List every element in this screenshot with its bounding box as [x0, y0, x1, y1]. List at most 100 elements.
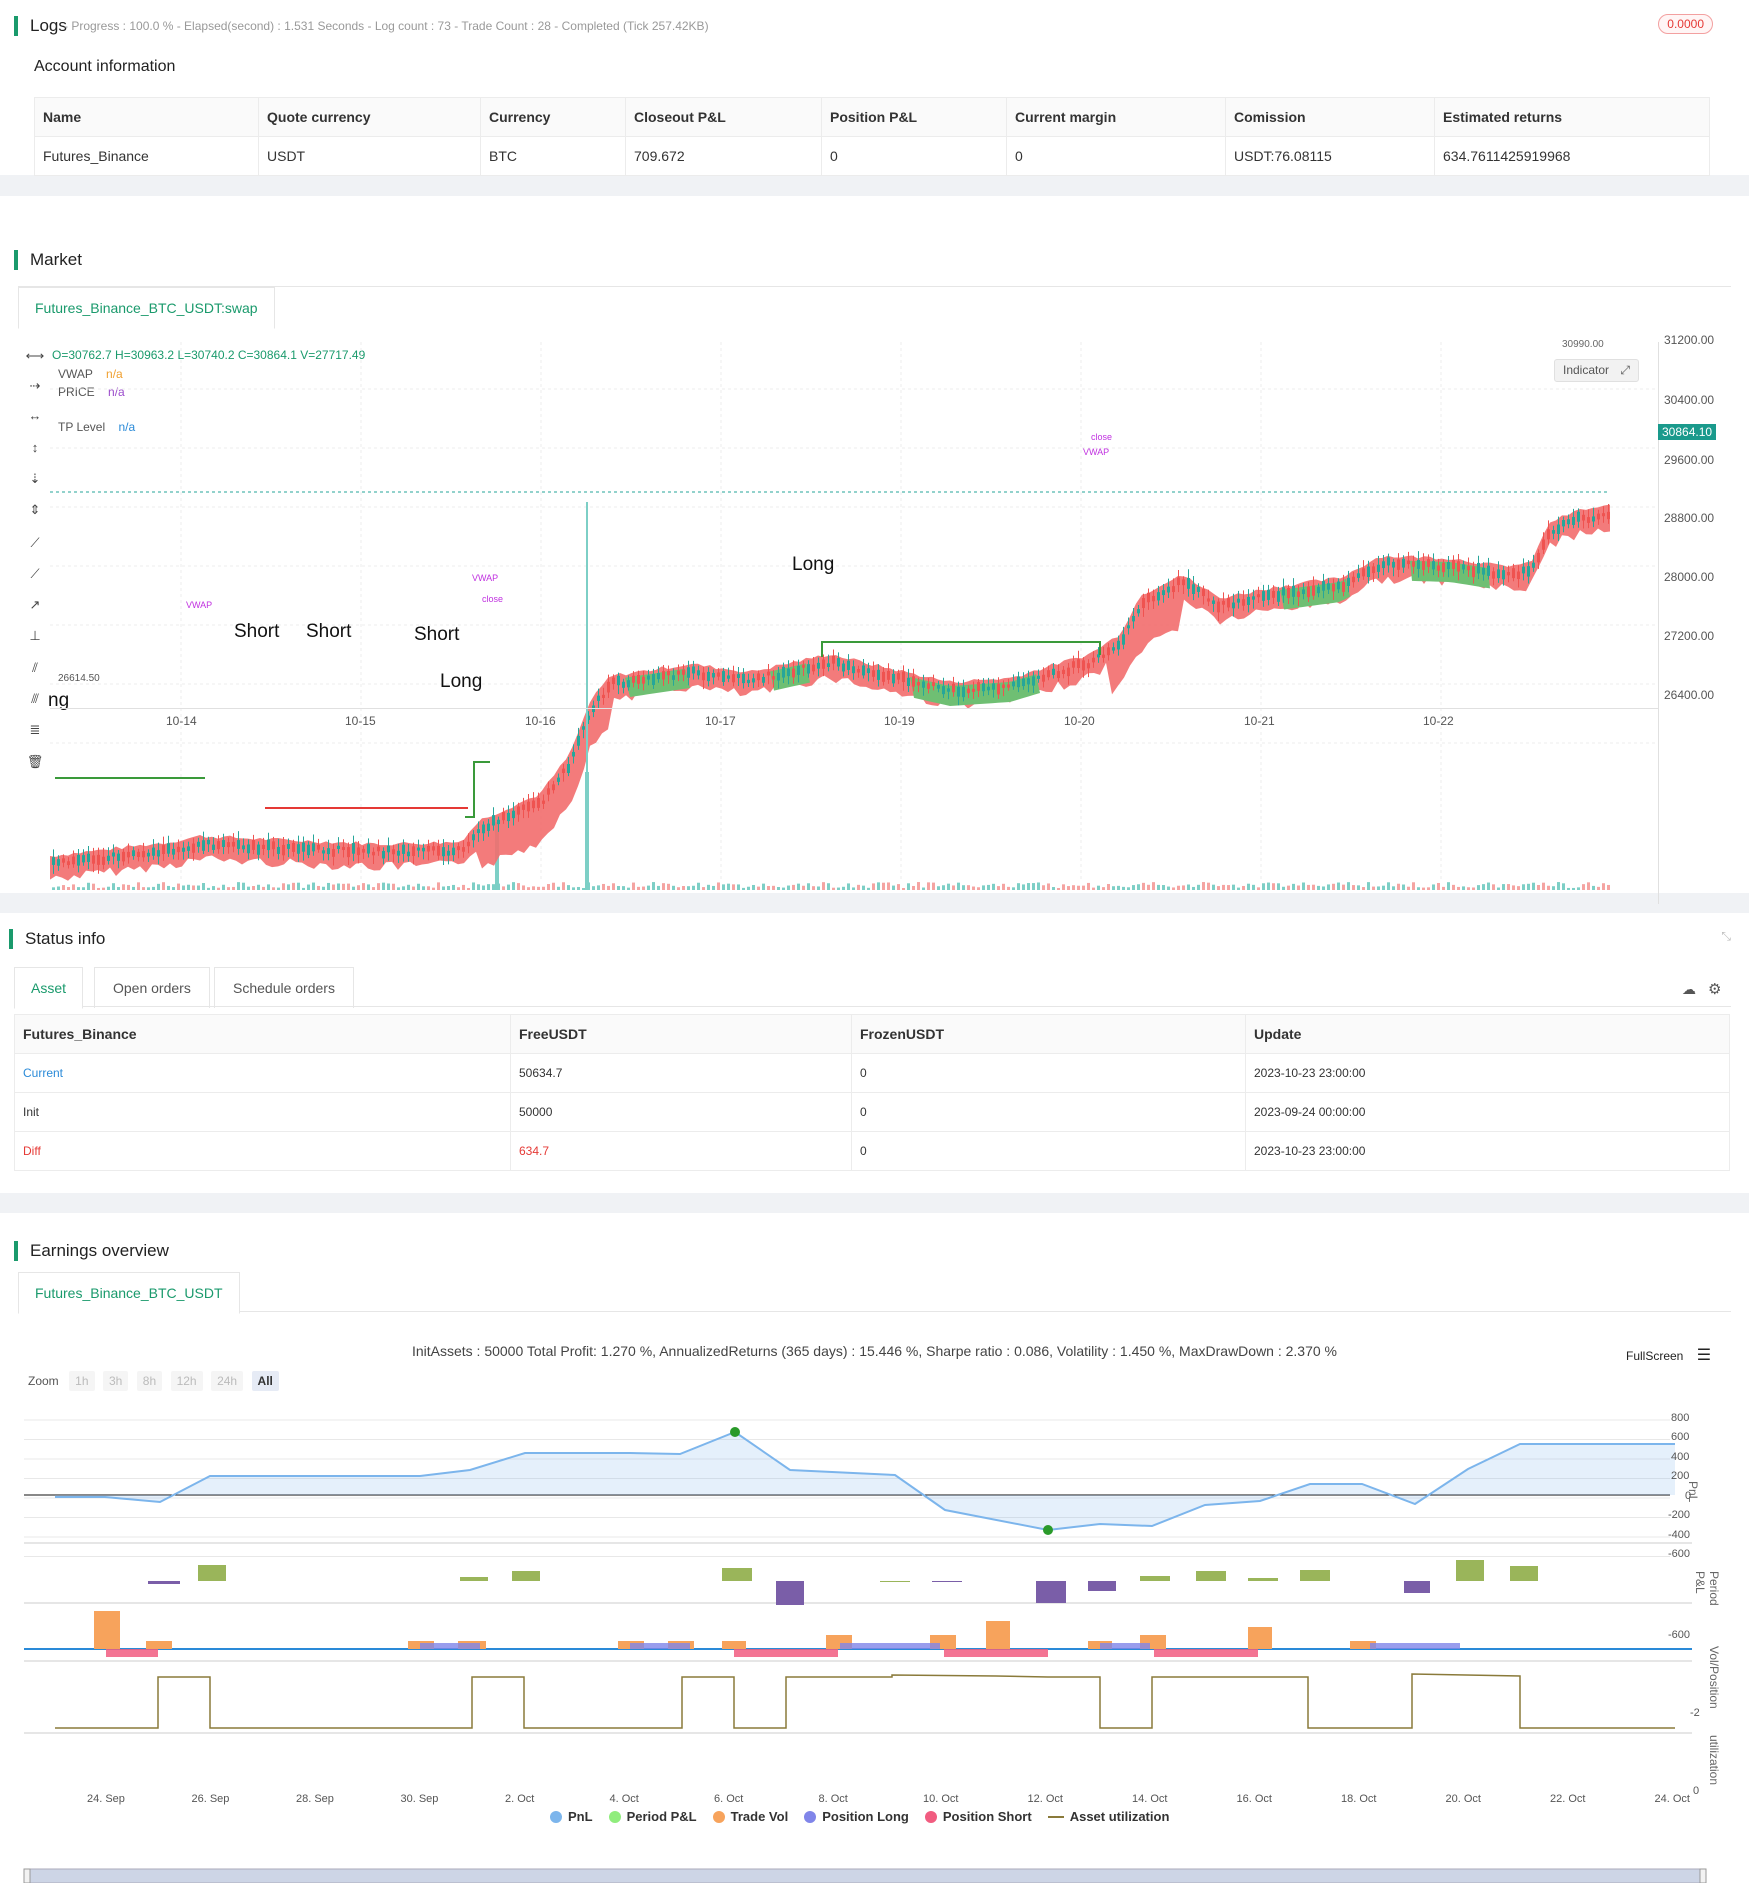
- candle-body: [1232, 602, 1235, 609]
- candle-body: [352, 843, 355, 854]
- volume-bar: [927, 882, 930, 890]
- fibonacci-icon[interactable]: ≣: [29, 722, 41, 737]
- candle-body: [197, 841, 200, 847]
- signal-short-1: Short: [234, 621, 280, 642]
- candle-body: [782, 666, 785, 678]
- zoom-8h[interactable]: 8h: [136, 1371, 163, 1391]
- candle-body: [522, 804, 525, 810]
- candle-body: [207, 839, 210, 845]
- volume-bar: [602, 883, 605, 890]
- volume-bar: [167, 885, 170, 890]
- ray-line-icon[interactable]: ⟋: [30, 566, 40, 581]
- volume-bar: [532, 886, 535, 890]
- candle-body: [867, 668, 870, 674]
- volume-bar: [722, 884, 725, 890]
- legend-pnl[interactable]: PnL: [550, 1809, 593, 1824]
- volume-bar: [607, 885, 610, 890]
- fullscreen-button[interactable]: FullScreen ☰: [1626, 1345, 1711, 1365]
- parallel-channel-icon[interactable]: ⫽: [32, 660, 38, 675]
- y-tick-31200: 31200.00: [1664, 333, 1715, 347]
- arrow-line-icon[interactable]: ↗: [29, 597, 41, 612]
- volume-bar: [302, 887, 305, 890]
- tab-schedule-orders[interactable]: Schedule orders: [214, 967, 354, 1008]
- period-pnl-bar: [1036, 1581, 1066, 1603]
- collapse-icon[interactable]: ⤡: [1721, 929, 1731, 943]
- vertical-ray-icon[interactable]: ⇣: [29, 471, 41, 486]
- earnings-panel: Earnings overview Futures_Binance_BTC_US…: [0, 1213, 1749, 1899]
- ohlc-readout: O=30762.7 H=30963.2 L=30740.2 C=30864.1 …: [52, 348, 366, 362]
- cell-quote-currency: USDT: [258, 136, 481, 176]
- volume-bar: [67, 887, 70, 890]
- settings-gear-icon[interactable]: ⚙: [1708, 981, 1722, 998]
- volume-bar: [1487, 882, 1490, 890]
- legend-position-short[interactable]: Position Short: [924, 1809, 1032, 1824]
- earnings-chart[interactable]: [0, 1403, 1749, 1883]
- candle-body: [1472, 566, 1475, 578]
- signal-long-2: Long: [440, 671, 483, 692]
- legend-trade-vol[interactable]: Trade Vol: [712, 1809, 788, 1824]
- legend-period-pnl[interactable]: Period P&L: [608, 1809, 697, 1824]
- volume-bar: [757, 886, 760, 890]
- trend-line-icon[interactable]: ⟋: [30, 535, 40, 550]
- market-symbol-tab[interactable]: Futures_Binance_BTC_USDT:swap: [18, 287, 275, 329]
- candlestick-chart[interactable]: [50, 342, 1660, 890]
- volume-bar: [457, 887, 460, 890]
- volume-bar: [1292, 883, 1295, 890]
- pitchfork-icon[interactable]: ⫻: [31, 691, 39, 706]
- candle-body: [1217, 601, 1220, 613]
- earnings-symbol-tab[interactable]: Futures_Binance_BTC_USDT: [18, 1272, 240, 1314]
- candle-body: [182, 847, 185, 852]
- volume-bar: [137, 882, 140, 890]
- trash-icon[interactable]: 🗑: [26, 754, 44, 769]
- price-range-icon[interactable]: ⊥: [29, 628, 41, 643]
- tab-asset[interactable]: Asset: [14, 967, 84, 1009]
- horizontal-ray-icon[interactable]: ⇢: [29, 378, 41, 393]
- candle-body: [1507, 571, 1510, 576]
- period-pnl-bar: [460, 1577, 488, 1581]
- legend-asset-utilization[interactable]: Asset utilization: [1047, 1809, 1169, 1824]
- volume-bar: [1347, 882, 1350, 890]
- volume-bar: [462, 884, 465, 890]
- extended-line-icon[interactable]: ↔: [28, 408, 42, 423]
- vertical-line-icon[interactable]: ↕: [31, 440, 39, 455]
- volume-bar: [1412, 882, 1415, 890]
- candle-body: [1227, 598, 1230, 608]
- candle-body: [1332, 583, 1335, 592]
- period-pnl-bar: [1196, 1571, 1226, 1581]
- volume-bar: [1232, 884, 1235, 890]
- candle-body: [687, 667, 690, 678]
- download-icon[interactable]: ☁: [1682, 981, 1696, 997]
- navigator-scrollbar[interactable]: [23, 1868, 1707, 1883]
- asset-utilization-line: [55, 1673, 1675, 1729]
- candle-body: [967, 688, 970, 694]
- volume-bar: [352, 886, 355, 890]
- zoom-12h[interactable]: 12h: [170, 1371, 203, 1391]
- volume-bar: [1097, 885, 1100, 890]
- indicator-button[interactable]: Indicator ⤢: [1554, 359, 1639, 382]
- candle-body: [562, 768, 565, 774]
- candle-body: [777, 672, 780, 681]
- period-pnl-bar: [1456, 1560, 1484, 1581]
- horizontal-line-icon[interactable]: ⟷: [25, 348, 45, 363]
- volume-bar: [792, 884, 795, 890]
- candle-body: [1062, 669, 1065, 675]
- candle-body: [1497, 569, 1500, 579]
- zoom-1h[interactable]: 1h: [69, 1371, 95, 1391]
- volume-bar: [87, 882, 90, 890]
- vertical-segment-icon[interactable]: ⇕: [29, 502, 41, 517]
- candle-body: [407, 851, 410, 857]
- legend-long-dot: [804, 1810, 817, 1823]
- candle-body: [992, 683, 995, 690]
- volume-bar: [162, 882, 165, 890]
- x-tick: 18. Oct: [1341, 1793, 1377, 1805]
- candle-body: [1167, 586, 1170, 593]
- legend-position-long[interactable]: Position Long: [804, 1809, 909, 1824]
- zoom-all[interactable]: All: [251, 1371, 279, 1391]
- candle-body: [672, 675, 675, 680]
- volume-bar: [282, 883, 285, 890]
- zoom-3h[interactable]: 3h: [102, 1371, 129, 1391]
- volume-bar: [1042, 885, 1045, 890]
- zoom-24h[interactable]: 24h: [211, 1371, 244, 1391]
- candle-body: [1547, 529, 1550, 540]
- tab-open-orders[interactable]: Open orders: [94, 967, 210, 1008]
